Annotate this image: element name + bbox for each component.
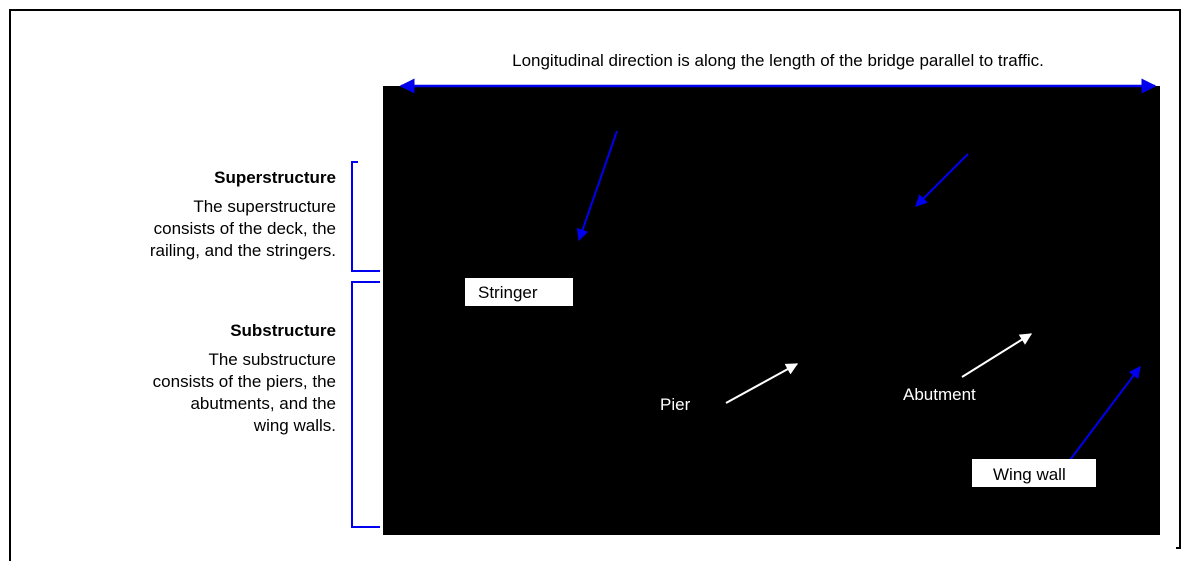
arrow bbox=[576, 130, 618, 242]
text: consists of the piers, the bbox=[153, 372, 336, 391]
text: abutments, and the bbox=[190, 394, 336, 413]
text: wing walls. bbox=[253, 416, 336, 435]
label-box bbox=[972, 459, 1096, 487]
text: The superstructure bbox=[193, 197, 336, 216]
heading: Superstructure bbox=[214, 168, 336, 187]
text: consists of the deck, the bbox=[154, 219, 336, 238]
text: railing, and the stringers. bbox=[150, 241, 336, 260]
bracket bbox=[351, 161, 380, 272]
text: The substructure bbox=[208, 350, 336, 369]
caption: Longitudinal direction is along the leng… bbox=[512, 51, 1044, 70]
label-box bbox=[465, 278, 573, 306]
label: Abutment bbox=[903, 385, 976, 404]
heading: Substructure bbox=[230, 321, 336, 340]
arrow bbox=[915, 153, 969, 207]
label: Wing wall bbox=[993, 465, 1066, 484]
label: Pier bbox=[660, 395, 691, 414]
arrow bbox=[725, 363, 799, 404]
arrow bbox=[1069, 366, 1141, 461]
label: Stringer bbox=[478, 283, 538, 302]
frame bbox=[9, 9, 1181, 561]
bracket bbox=[351, 281, 380, 528]
arrow bbox=[961, 333, 1033, 378]
